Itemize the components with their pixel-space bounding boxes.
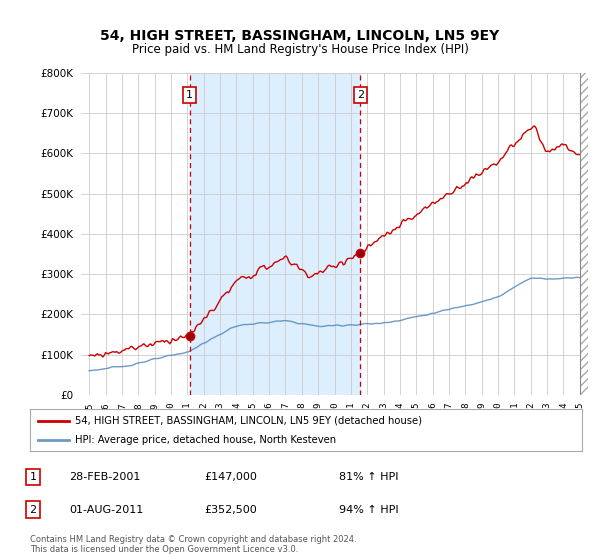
Text: Price paid vs. HM Land Registry's House Price Index (HPI): Price paid vs. HM Land Registry's House … — [131, 43, 469, 56]
Text: 81% ↑ HPI: 81% ↑ HPI — [339, 472, 398, 482]
Bar — [580, 73, 590, 395]
Text: 1: 1 — [29, 472, 37, 482]
Text: HPI: Average price, detached house, North Kesteven: HPI: Average price, detached house, Nort… — [75, 435, 337, 445]
Bar — [580, 73, 590, 395]
Text: 28-FEB-2001: 28-FEB-2001 — [69, 472, 140, 482]
Bar — [190, 73, 361, 395]
Text: 54, HIGH STREET, BASSINGHAM, LINCOLN, LN5 9EY: 54, HIGH STREET, BASSINGHAM, LINCOLN, LN… — [100, 29, 500, 44]
Text: 94% ↑ HPI: 94% ↑ HPI — [339, 505, 398, 515]
Text: 54, HIGH STREET, BASSINGHAM, LINCOLN, LN5 9EY (detached house): 54, HIGH STREET, BASSINGHAM, LINCOLN, LN… — [75, 416, 422, 426]
Text: £147,000: £147,000 — [204, 472, 257, 482]
Text: Contains HM Land Registry data © Crown copyright and database right 2024.
This d: Contains HM Land Registry data © Crown c… — [30, 535, 356, 554]
Text: 01-AUG-2011: 01-AUG-2011 — [69, 505, 143, 515]
Text: 2: 2 — [357, 90, 364, 100]
Text: 2: 2 — [29, 505, 37, 515]
Text: 1: 1 — [186, 90, 193, 100]
Text: £352,500: £352,500 — [204, 505, 257, 515]
